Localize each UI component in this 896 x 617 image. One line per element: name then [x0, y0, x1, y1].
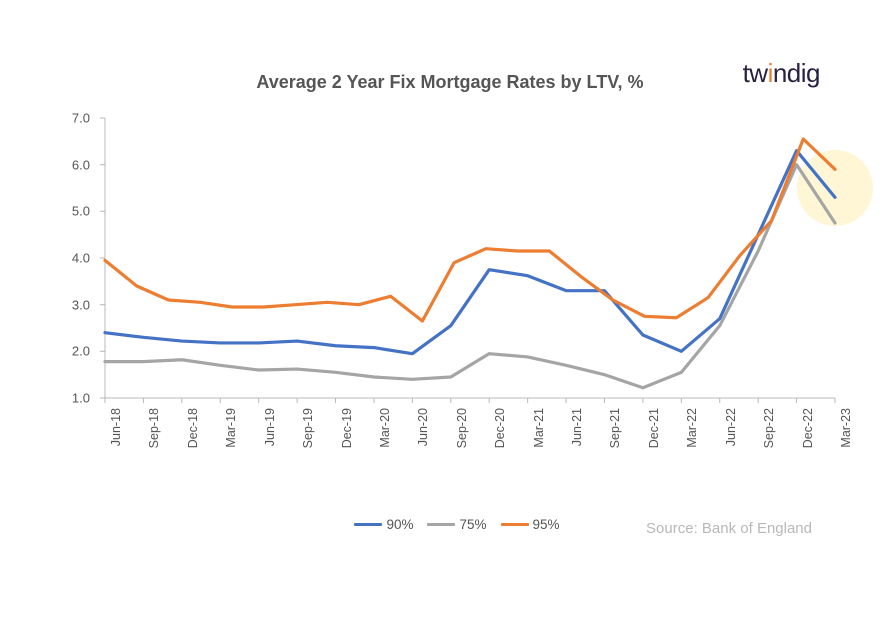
series-line-90pct: [105, 151, 835, 354]
x-tick-label: Jun-19: [263, 408, 277, 446]
x-tick-label: Sep-20: [455, 408, 469, 448]
legend-swatch: [501, 523, 529, 527]
plot-area: [105, 118, 835, 398]
legend-swatch: [427, 523, 455, 527]
y-axis: 1.02.03.04.05.06.07.0: [40, 118, 98, 398]
legend-label: 90%: [386, 517, 413, 532]
source-label: Source: Bank of England: [646, 520, 812, 537]
x-tick-label: Jun-20: [416, 408, 430, 446]
x-tick-label: Mar-20: [378, 408, 392, 448]
x-tick-label: Sep-18: [147, 408, 161, 448]
x-tick-label: Mar-21: [532, 408, 546, 448]
series-line-95pct: [105, 139, 835, 321]
x-tick-label: Jun-21: [570, 408, 584, 446]
x-tick-label: Dec-19: [340, 408, 354, 448]
x-tick-label: Mar-19: [224, 408, 238, 448]
y-tick-label: 5.0: [72, 204, 90, 219]
legend-swatch: [354, 523, 382, 527]
x-tick-label: Sep-19: [301, 408, 315, 448]
legend-label: 75%: [459, 517, 486, 532]
y-tick-label: 4.0: [72, 251, 90, 266]
legend-label: 95%: [533, 517, 560, 532]
plot-svg: [105, 118, 835, 398]
y-tick-label: 6.0: [72, 157, 90, 172]
y-tick-label: 2.0: [72, 344, 90, 359]
x-tick-label: Dec-21: [647, 408, 661, 448]
x-tick-label: Sep-22: [762, 408, 776, 448]
x-tick-label: Jun-18: [109, 408, 123, 446]
x-tick-label: Dec-20: [493, 408, 507, 448]
x-tick-label: Dec-18: [186, 408, 200, 448]
x-axis: Jun-18 Sep-18 Dec-18 Mar-19 Jun-19 Sep-19 Dec-…: [105, 402, 835, 512]
y-tick-label: 7.0: [72, 111, 90, 126]
x-tick-label: Dec-22: [801, 408, 815, 448]
chart-title: Average 2 Year Fix Mortgage Rates by LTV…: [40, 72, 860, 93]
y-tick-label: 3.0: [72, 297, 90, 312]
y-tick-label: 1.0: [72, 391, 90, 406]
chart-container: twindig Average 2 Year Fix Mortgage Rate…: [40, 20, 860, 580]
x-tick-label: Sep-21: [608, 408, 622, 448]
highlight-circle: [797, 150, 873, 226]
x-tick-label: Jun-22: [724, 408, 738, 446]
x-tick-label: Mar-23: [839, 408, 853, 448]
x-tick-label: Mar-22: [685, 408, 699, 448]
